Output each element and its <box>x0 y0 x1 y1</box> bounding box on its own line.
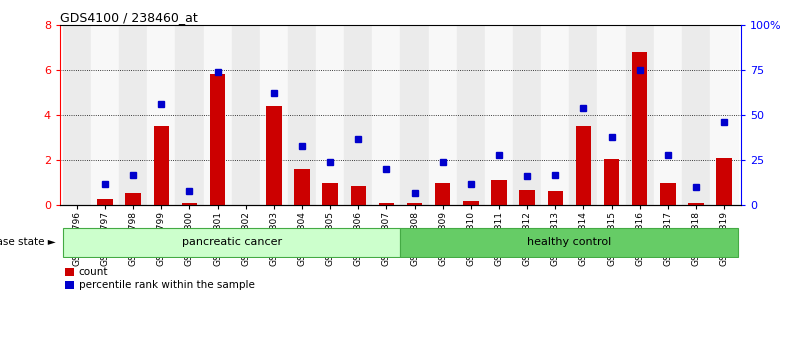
Bar <box>548 191 563 205</box>
Bar <box>463 201 478 205</box>
Bar <box>260 25 288 205</box>
Bar <box>316 25 344 205</box>
Bar <box>457 25 485 205</box>
Text: disease state ►: disease state ► <box>0 238 56 247</box>
Bar <box>351 186 366 205</box>
Legend: count, percentile rank within the sample: count, percentile rank within the sample <box>66 267 255 290</box>
Bar <box>91 25 119 205</box>
Bar <box>182 203 197 205</box>
Bar <box>570 25 598 205</box>
Bar <box>294 169 310 205</box>
Bar <box>682 25 710 205</box>
Bar <box>266 106 282 205</box>
Bar <box>288 25 316 205</box>
Bar <box>407 203 422 205</box>
Bar <box>710 25 738 205</box>
Bar <box>323 183 338 205</box>
Bar <box>485 25 513 205</box>
Bar <box>716 158 732 205</box>
Text: pancreatic cancer: pancreatic cancer <box>182 237 282 247</box>
Bar <box>210 74 225 205</box>
Bar <box>147 25 175 205</box>
Bar <box>660 183 675 205</box>
Bar <box>513 25 541 205</box>
Bar <box>632 52 647 205</box>
Bar <box>63 25 91 205</box>
Bar <box>598 25 626 205</box>
Bar <box>400 25 429 205</box>
Bar <box>126 193 141 205</box>
Bar <box>203 25 231 205</box>
Bar <box>175 25 203 205</box>
Bar <box>576 126 591 205</box>
Bar <box>429 25 457 205</box>
Text: GDS4100 / 238460_at: GDS4100 / 238460_at <box>60 11 198 24</box>
Bar <box>400 228 738 257</box>
Bar <box>344 25 372 205</box>
Bar <box>372 25 400 205</box>
Bar <box>626 25 654 205</box>
Bar <box>604 159 619 205</box>
Bar <box>379 203 394 205</box>
Bar <box>654 25 682 205</box>
Bar <box>63 228 400 257</box>
Bar <box>491 181 507 205</box>
Bar <box>519 189 535 205</box>
Bar <box>119 25 147 205</box>
Bar <box>435 183 450 205</box>
Text: healthy control: healthy control <box>527 237 611 247</box>
Bar <box>541 25 570 205</box>
Bar <box>98 199 113 205</box>
Bar <box>231 25 260 205</box>
Bar <box>154 126 169 205</box>
Bar <box>688 203 703 205</box>
